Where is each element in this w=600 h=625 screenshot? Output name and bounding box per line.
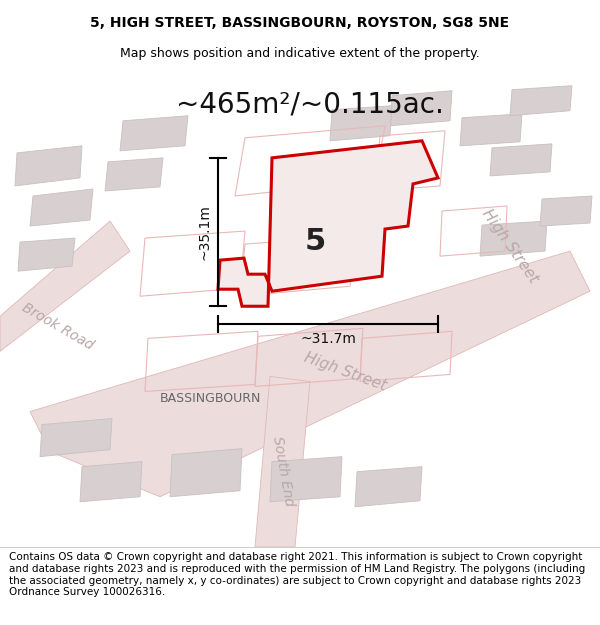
- Polygon shape: [218, 141, 438, 306]
- Polygon shape: [255, 376, 310, 547]
- Polygon shape: [510, 86, 572, 116]
- Text: High Street: High Street: [302, 349, 388, 393]
- Polygon shape: [80, 462, 142, 502]
- Polygon shape: [330, 106, 392, 141]
- Text: BASSINGBOURN: BASSINGBOURN: [160, 392, 260, 405]
- Polygon shape: [105, 158, 163, 191]
- Polygon shape: [40, 419, 112, 457]
- Polygon shape: [270, 457, 342, 502]
- Polygon shape: [540, 196, 592, 226]
- Text: 5, HIGH STREET, BASSINGBOURN, ROYSTON, SG8 5NE: 5, HIGH STREET, BASSINGBOURN, ROYSTON, S…: [91, 16, 509, 31]
- Polygon shape: [390, 91, 452, 126]
- Polygon shape: [15, 146, 82, 186]
- Text: 5: 5: [304, 227, 326, 256]
- Polygon shape: [355, 467, 422, 507]
- Polygon shape: [170, 449, 242, 497]
- Text: ~35.1m: ~35.1m: [198, 204, 212, 260]
- Text: Map shows position and indicative extent of the property.: Map shows position and indicative extent…: [120, 48, 480, 60]
- Polygon shape: [18, 238, 75, 271]
- Polygon shape: [0, 221, 130, 351]
- Text: High Street: High Street: [479, 206, 541, 286]
- Text: South End: South End: [270, 436, 296, 508]
- Polygon shape: [30, 189, 93, 226]
- Polygon shape: [490, 144, 552, 176]
- Text: ~31.7m: ~31.7m: [300, 332, 356, 346]
- Text: ~465m²/~0.115ac.: ~465m²/~0.115ac.: [176, 91, 444, 119]
- Polygon shape: [30, 251, 590, 497]
- Polygon shape: [480, 221, 547, 256]
- Polygon shape: [460, 114, 522, 146]
- Text: Brook Road: Brook Road: [20, 300, 96, 352]
- Polygon shape: [120, 116, 188, 151]
- Text: Contains OS data © Crown copyright and database right 2021. This information is : Contains OS data © Crown copyright and d…: [9, 552, 585, 597]
